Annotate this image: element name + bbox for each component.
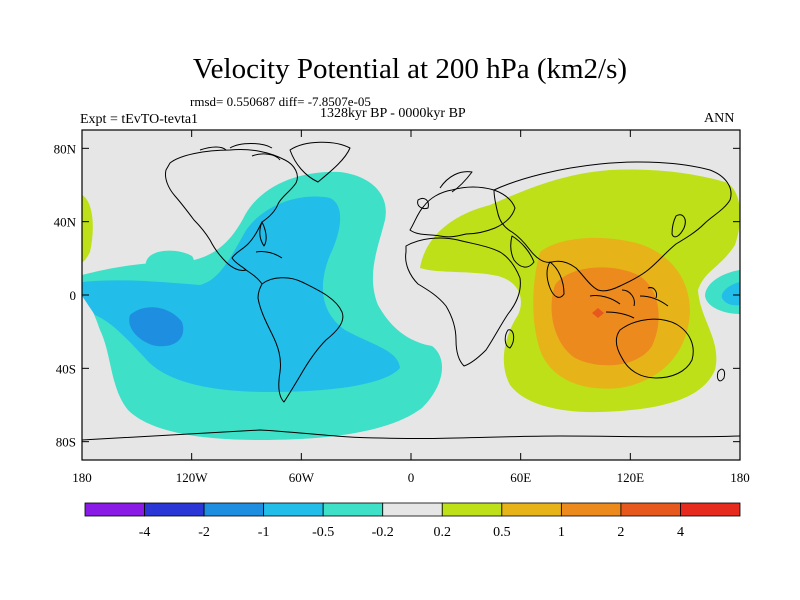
- colorbar-swatch: [263, 502, 324, 517]
- coastline-scandinavia: [439, 171, 473, 193]
- colorbar-swatch: [680, 502, 741, 517]
- coastline-florida: [259, 221, 267, 247]
- coastline-asia: [493, 161, 732, 292]
- colorbar-label: -2: [198, 525, 210, 540]
- lon-tick-label: 0: [408, 470, 415, 485]
- lon-tick-label: 120W: [176, 470, 209, 485]
- colorbar-swatch: [560, 502, 622, 517]
- contour-negative-patch: [145, 250, 195, 278]
- contour-positive-west-edge: [82, 195, 93, 262]
- coastline-britain: [417, 197, 429, 209]
- coastline-greenland: [289, 141, 351, 183]
- lat-tick-label: 80N: [54, 141, 77, 156]
- coastline-north-america: [165, 149, 298, 271]
- colorbar-label: 1: [558, 525, 565, 540]
- longitude-axis: 180 120W 60W 0 60E 120E 180: [72, 130, 750, 485]
- coastline-arctic-islands: [199, 143, 281, 161]
- contour-fields: [82, 130, 740, 460]
- coastline-africa: [405, 237, 521, 367]
- contour-positive-peak: [592, 308, 604, 318]
- colorbar-label: 2: [617, 525, 624, 540]
- coastline-india: [546, 261, 565, 298]
- coastline-europe: [409, 186, 516, 238]
- coastline-central-america: [245, 251, 283, 285]
- coastline-south-america: [257, 277, 344, 403]
- latitude-axis: 80N 40N 0 40S 80S: [54, 141, 740, 450]
- lat-tick-label: 40N: [54, 215, 77, 230]
- colorbar-swatch: [382, 502, 443, 517]
- coastline-australia: [615, 318, 694, 379]
- lon-tick-label: 60E: [510, 470, 531, 485]
- coastline-arabia: [510, 235, 535, 268]
- season-label: ANN: [704, 111, 735, 126]
- lat-tick-label: 40S: [56, 361, 76, 376]
- contour-negative-inner: [129, 307, 184, 347]
- coastlines: [82, 141, 740, 441]
- period-line: 1328kyr BP - 0000kyr BP: [320, 106, 466, 121]
- colorbar-swatch: [84, 502, 145, 517]
- stats-line: rmsd= 0.550687 diff= -7.8507e-05: [190, 94, 371, 109]
- coastline-maritime-continent: [589, 287, 669, 319]
- contour-positive-inner: [551, 267, 659, 366]
- colorbar-swatch: [620, 502, 681, 517]
- lon-tick-label: 60W: [289, 470, 315, 485]
- colorbar-label: 0.2: [434, 525, 452, 540]
- coastline-new-zealand: [717, 368, 725, 382]
- colorbar-label: 4: [677, 525, 684, 540]
- colorbar-label: -1: [258, 525, 270, 540]
- lon-tick-label: 120E: [617, 470, 645, 485]
- colorbar-swatch: [501, 502, 562, 517]
- colorbar-label: -4: [139, 525, 151, 540]
- coastline-madagascar: [504, 329, 515, 349]
- colorbar-label: -0.5: [312, 525, 334, 540]
- colorbar-swatch: [322, 502, 384, 517]
- colorbar-swatch: [441, 502, 503, 517]
- colorbar-swatch: [144, 502, 205, 517]
- colorbar-label: 0.5: [493, 525, 511, 540]
- lat-tick-label: 80S: [56, 435, 76, 450]
- coastline-antarctica: [82, 429, 740, 441]
- colorbar-swatch: [203, 502, 265, 517]
- contour-negative-east-edge-inner: [721, 282, 740, 306]
- colorbar: -4 -2 -1 -0.5 -0.2 0.2 0.5 1 2 4: [84, 502, 741, 540]
- colorbar-label: -0.2: [372, 525, 394, 540]
- lat-tick-label: 0: [70, 288, 77, 303]
- experiment-label: Expt = tEvTO-tevta1: [80, 112, 199, 127]
- lon-tick-label: 180: [72, 470, 92, 485]
- coastline-japan: [671, 214, 686, 238]
- map-title: Velocity Potential at 200 hPa (km2/s): [192, 53, 628, 85]
- lon-tick-label: 180: [730, 470, 750, 485]
